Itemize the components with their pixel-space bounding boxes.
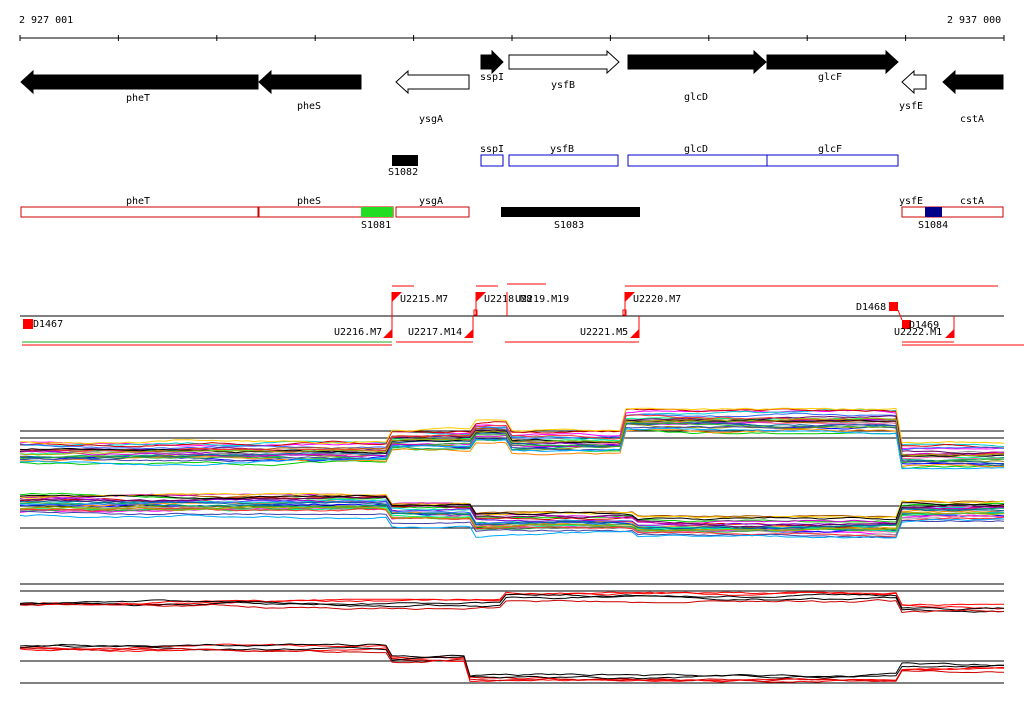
gene-label-glcd: glcD <box>684 92 708 103</box>
segment-label-d1468: D1468 <box>856 302 886 313</box>
gene-arrow-sspi[interactable] <box>480 49 504 75</box>
segment-label-u2217: U2217.M14 <box>408 327 462 338</box>
operon-track-red: pheT pheS ysgA ysfE cstA S1081 S1083 S10… <box>20 196 1004 231</box>
operon-blue-label-sspi: sspI <box>480 144 504 155</box>
segment-label-u2221: U2221.M5 <box>580 327 628 338</box>
operon-red-label-ysfe: ysfE <box>899 196 923 207</box>
operon-red-label-ysga: ysgA <box>419 196 443 207</box>
operon-box-ysfe-csta[interactable] <box>901 206 1004 218</box>
segment-marker-u2221[interactable] <box>630 329 639 338</box>
gene-label-phes: pheS <box>297 101 321 112</box>
segment-label-u2216: U2216.M7 <box>334 327 382 338</box>
gene-label-csta: cstA <box>960 114 984 125</box>
operon-red-label-phes: pheS <box>297 196 321 207</box>
operon-blue-label-ysfb: ysfB <box>550 144 574 155</box>
segment-marker-u2218[interactable] <box>476 292 486 302</box>
feature-bar-s1084[interactable] <box>925 207 942 217</box>
operon-box-ysga[interactable] <box>395 206 470 218</box>
operon-box-phet[interactable] <box>20 206 259 218</box>
feature-label-s1082: S1082 <box>388 167 418 178</box>
operon-red-label-csta: cstA <box>960 196 984 207</box>
segment-marker-u2216[interactable] <box>383 329 392 338</box>
expression-panel-2 <box>19 492 1005 539</box>
gene-label-ysfb: ysfB <box>551 80 575 91</box>
ruler-start-label: 2 927 001 <box>19 15 73 26</box>
segment-marker-d1469[interactable] <box>902 320 911 329</box>
gene-arrow-glcd[interactable] <box>627 49 767 75</box>
gene-label-ysga: ysgA <box>419 114 443 125</box>
segment-track: U2215.M7 U2218.M8 U2219.M19 U2220.M7 D14… <box>20 283 1024 346</box>
operon-blue-label-glcd: glcD <box>684 144 708 155</box>
gene-arrow-ysga[interactable] <box>395 69 470 95</box>
gene-label-sspi: sspI <box>480 72 504 83</box>
feature-bar-s1083[interactable] <box>501 207 640 217</box>
segment-label-u2220: U2220.M7 <box>633 294 681 305</box>
gene-arrow-ysfb[interactable] <box>508 49 620 75</box>
segment-label-d1469: D1469 <box>909 320 939 331</box>
feature-label-s1084: S1084 <box>918 220 948 231</box>
operon-box-sspi[interactable] <box>480 154 504 167</box>
gene-arrow-csta[interactable] <box>942 69 1004 95</box>
segment-marker-u2222[interactable] <box>945 329 954 338</box>
expression-panel-3 <box>19 583 1005 614</box>
segment-marker-d1467[interactable] <box>23 319 33 329</box>
gene-arrow-ysfe[interactable] <box>901 69 927 95</box>
operon-box-glcd[interactable] <box>627 154 768 167</box>
segment-marker-d1468[interactable] <box>889 302 898 311</box>
segment-marker-u2215[interactable] <box>392 292 402 302</box>
segment-label-u2215: U2215.M7 <box>400 294 448 305</box>
segment-label-d1467: D1467 <box>33 319 63 330</box>
expression-panel-4 <box>19 643 1005 684</box>
operon-red-label-phet: pheT <box>126 196 150 207</box>
gene-label-phet: pheT <box>126 93 150 104</box>
feature-bar-s1082[interactable] <box>392 155 418 166</box>
feature-label-s1083: S1083 <box>554 220 584 231</box>
gene-label-glcf: glcF <box>818 72 842 83</box>
coordinate-ruler: 2 927 001 2 937 000 <box>19 15 1005 41</box>
segment-label-u2222: U2222.M1 <box>894 327 942 338</box>
gene-label-ysfe: ysfE <box>899 101 923 112</box>
operon-track-blue: sspI ysfB glcD glcF <box>480 144 899 167</box>
gene-arrow-glcf[interactable] <box>766 49 899 75</box>
operon-box-ysfb[interactable] <box>508 154 619 167</box>
gene-track: pheT pheS ysgA sspI ysfB glcD glcF ysfE … <box>20 49 1004 125</box>
feature-label-s1081: S1081 <box>361 220 391 231</box>
segment-label-u2219: U2219.M19 <box>515 294 569 305</box>
operon-blue-label-glcf: glcF <box>818 144 842 155</box>
gene-arrow-phes[interactable] <box>258 69 362 95</box>
expression-panel-1 <box>19 407 1005 470</box>
segment-label-u2218: U2218.M8 <box>484 294 532 305</box>
feature-bar-s1081[interactable] <box>361 207 393 217</box>
operon-box-glcf[interactable] <box>766 154 899 167</box>
segment-marker-u2220[interactable] <box>625 292 635 302</box>
feature-track: S1082 <box>388 155 418 178</box>
ruler-end-label: 2 937 000 <box>947 15 1001 26</box>
segment-marker-u2217[interactable] <box>464 329 473 338</box>
gene-arrow-phet[interactable] <box>20 69 259 95</box>
